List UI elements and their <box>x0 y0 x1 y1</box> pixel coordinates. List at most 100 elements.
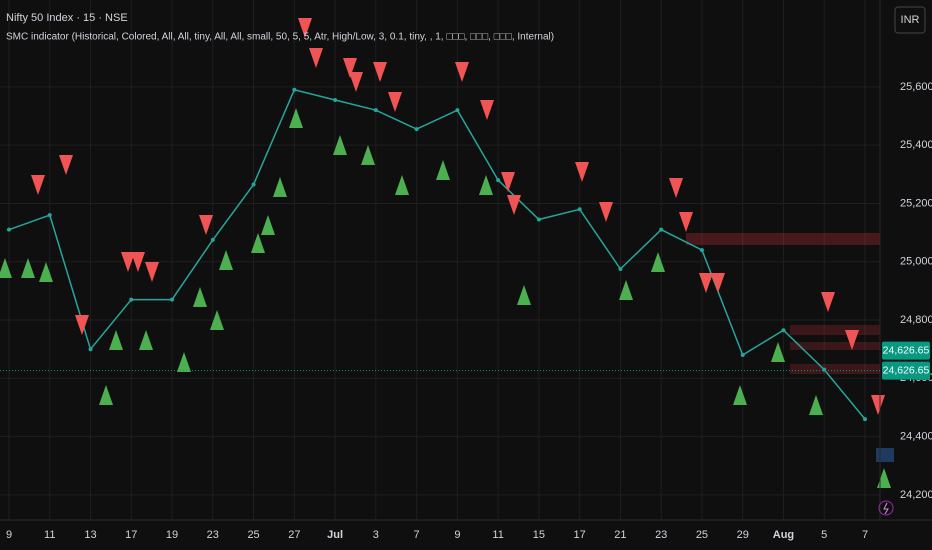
sell-signal <box>501 172 515 192</box>
x-tick-label: Jul <box>327 529 343 541</box>
price-label-box <box>882 341 930 360</box>
buy-signal <box>517 285 531 305</box>
x-tick-label: 19 <box>166 529 178 541</box>
price-point <box>618 267 623 272</box>
x-tick-label: 7 <box>862 529 868 541</box>
buy-signal <box>109 330 123 350</box>
chart-title: Nifty 50 Index · 15 · NSE <box>6 12 128 24</box>
price-point <box>577 207 582 212</box>
sell-signal <box>871 395 885 415</box>
alert-icon[interactable] <box>878 500 894 516</box>
buy-signal <box>361 145 375 165</box>
sell-signal <box>679 212 693 232</box>
alert-bolt <box>883 502 889 515</box>
price-point <box>129 297 134 302</box>
sell-signal <box>309 48 323 68</box>
sell-signal <box>298 18 312 38</box>
y-tick-label: 25,200.00 <box>900 197 932 209</box>
price-point <box>88 347 93 352</box>
sell-signal <box>575 162 589 182</box>
currency-button[interactable] <box>894 6 926 34</box>
sell-signal <box>75 315 89 335</box>
x-tick-label: 23 <box>207 529 219 541</box>
price-point <box>47 213 52 218</box>
buy-signal <box>0 258 12 278</box>
price-point <box>251 182 256 187</box>
grid <box>0 0 880 520</box>
sell-signal <box>388 92 402 112</box>
buy-signal <box>251 233 265 253</box>
x-tick-label: 29 <box>737 529 749 541</box>
sell-signal <box>455 62 469 82</box>
buy-signal <box>733 385 747 405</box>
y-tick-label: 25,400.00 <box>900 139 932 151</box>
x-tick-label: 11 <box>44 529 55 541</box>
x-tick-label: 25 <box>696 529 708 541</box>
price-point <box>455 108 460 113</box>
x-tick-label: 11 <box>492 529 503 541</box>
sell-signal <box>373 62 387 82</box>
sell-signal <box>821 292 835 312</box>
sell-signal <box>669 178 683 198</box>
buy-signal <box>395 175 409 195</box>
price-point <box>373 108 378 113</box>
supply-zone <box>790 325 880 335</box>
sell-signal <box>343 58 357 78</box>
buy-signal <box>177 352 191 372</box>
buy-signal <box>809 395 823 415</box>
price-point <box>414 127 419 132</box>
price-point <box>781 328 786 333</box>
price-point <box>210 237 215 242</box>
buy-signal <box>333 135 347 155</box>
sell-signal <box>145 262 159 282</box>
supply-zone <box>686 233 880 245</box>
buy-signal <box>261 215 275 235</box>
indicator-legend: SMC indicator (Historical, Colored, All,… <box>6 32 554 43</box>
y-tick-label: 25,600.00 <box>900 81 932 93</box>
x-tick-label: 7 <box>414 529 420 541</box>
sell-signal <box>131 252 145 272</box>
y-tick-label: 24,200.00 <box>900 489 932 501</box>
price-line <box>8 88 866 420</box>
price-label: 24,626.65 <box>883 364 930 376</box>
sell-signal <box>31 175 45 195</box>
x-tick-label: Aug <box>773 529 794 541</box>
x-tick-label: 9 <box>454 529 460 541</box>
x-tick-label: 9 <box>6 529 12 541</box>
y-tick-label: 24,400.00 <box>900 431 932 443</box>
buy-signal <box>619 280 633 300</box>
price-point <box>699 248 704 253</box>
sell-signal <box>59 155 73 175</box>
price-point <box>333 97 338 102</box>
buy-signal <box>289 108 303 128</box>
buy-signal <box>139 330 153 350</box>
buy-signal <box>771 342 785 362</box>
x-tick-label: 3 <box>373 529 379 541</box>
x-tick-label: 13 <box>84 529 96 541</box>
price-point <box>740 353 745 358</box>
price-point <box>292 87 297 92</box>
sell-signal <box>480 100 494 120</box>
x-tick-label: 25 <box>247 529 259 541</box>
x-tick-label: 27 <box>288 529 300 541</box>
y-tick-label: 24,800.00 <box>900 314 932 326</box>
x-tick-label: 17 <box>574 529 586 541</box>
currency-label[interactable]: INR <box>901 14 920 26</box>
price-label: 24,626.65 <box>883 344 930 356</box>
buy-signal <box>479 175 493 195</box>
supply-zone <box>790 364 880 374</box>
price-point <box>7 227 11 232</box>
buy-signal <box>210 310 224 330</box>
x-tick-label: 5 <box>821 529 827 541</box>
buy-signal <box>219 250 233 270</box>
buy-signal <box>39 262 53 282</box>
sell-signal <box>599 202 613 222</box>
x-tick-label: 17 <box>125 529 137 541</box>
buy-signal <box>273 177 287 197</box>
sell-signal <box>121 252 135 272</box>
x-tick-label: 21 <box>614 529 626 541</box>
buy-signal <box>193 287 207 307</box>
price-point <box>863 417 867 422</box>
sell-signal <box>507 195 521 215</box>
